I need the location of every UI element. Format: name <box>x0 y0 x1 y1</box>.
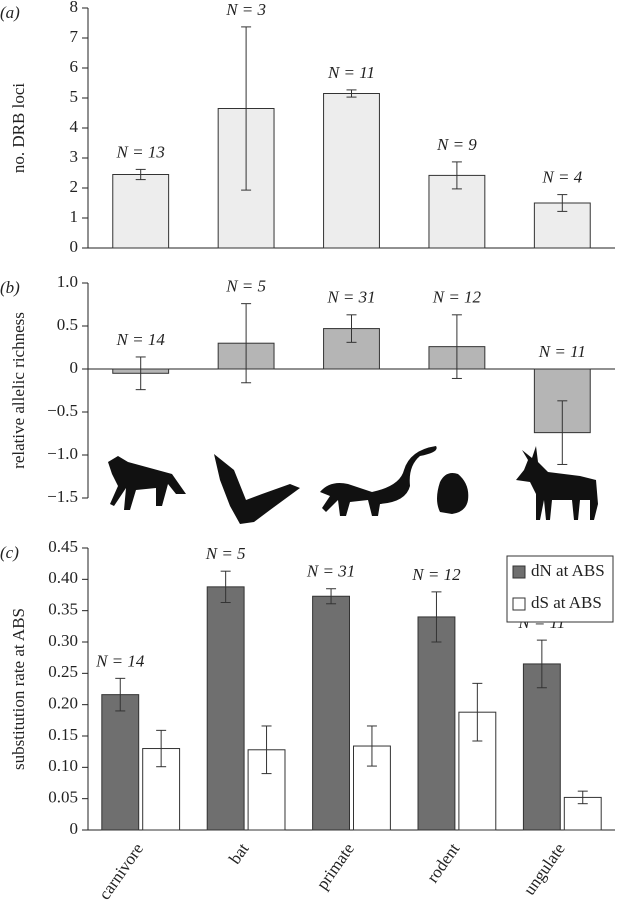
y-axis-label: relative allelic richness <box>9 312 28 469</box>
sample-size: N = 31 <box>326 288 375 307</box>
sample-size: N = 11 <box>327 63 375 82</box>
y-tick-label: 2 <box>70 177 79 196</box>
ungulate-silhouette <box>516 446 598 520</box>
y-tick-label: 0 <box>70 237 79 256</box>
primate-silhouette <box>320 446 437 516</box>
y-tick-label: 0.5 <box>57 315 78 334</box>
sample-size: N = 13 <box>116 142 165 161</box>
bar <box>101 694 140 831</box>
y-tick-label: 4 <box>70 117 79 136</box>
sample-size: N = 12 <box>432 288 482 307</box>
sample-size: N = 4 <box>541 168 582 187</box>
y-tick-label: 0.25 <box>48 662 78 681</box>
legend-label: dS at ABS <box>531 593 602 612</box>
y-tick-label: 0.10 <box>48 756 78 775</box>
bar <box>563 796 602 831</box>
y-tick-label: 0.35 <box>48 600 78 619</box>
legend-label: dN at ABS <box>531 561 605 580</box>
x-tick-label: ungulate <box>520 840 569 899</box>
legend-swatch <box>512 597 526 611</box>
y-tick-label: −1.5 <box>47 487 78 506</box>
sample-size: N = 12 <box>411 565 461 584</box>
sample-size: N = 31 <box>306 562 355 581</box>
bar <box>323 93 380 249</box>
y-tick-label: 7 <box>70 27 79 46</box>
y-tick-label: 0.30 <box>48 631 78 650</box>
sample-size: N = 5 <box>225 277 266 296</box>
bar <box>112 174 170 249</box>
bar <box>206 586 245 831</box>
legend-swatch <box>512 565 526 579</box>
y-axis-label: no. DRB loci <box>9 83 28 173</box>
bar <box>417 616 456 831</box>
y-axis-label: substitution rate at ABS <box>9 608 28 770</box>
y-tick-label: 0.45 <box>48 537 78 556</box>
carnivore-silhouette <box>108 456 186 510</box>
y-tick-label: 0.05 <box>48 788 78 807</box>
sample-size: N = 3 <box>225 0 266 19</box>
sample-size: N = 14 <box>95 651 145 670</box>
y-tick-label: 6 <box>70 57 79 76</box>
x-tick-label: carnivore <box>95 840 147 903</box>
panel-label: (a) <box>0 3 20 22</box>
x-tick-label: rodent <box>423 839 464 886</box>
panel-label: (c) <box>0 543 19 562</box>
bar <box>522 663 561 831</box>
y-tick-label: 0.40 <box>48 568 78 587</box>
y-tick-label: 0 <box>70 819 79 838</box>
y-tick-label: −1.0 <box>47 444 78 463</box>
y-tick-label: 0.20 <box>48 694 78 713</box>
bar <box>312 595 350 831</box>
sample-size: N = 5 <box>205 544 246 563</box>
y-tick-label: 1.0 <box>57 272 78 291</box>
y-tick-label: 0.15 <box>48 725 78 744</box>
sample-size: N = 9 <box>436 135 477 154</box>
animal-silhouettes <box>108 446 598 524</box>
y-tick-label: 8 <box>70 0 79 16</box>
bat-silhouette <box>214 454 300 524</box>
y-tick-label: 1 <box>70 207 79 226</box>
x-tick-label: primate <box>313 840 358 893</box>
x-tick-label: bat <box>225 839 253 867</box>
panel-label: (b) <box>0 278 20 297</box>
y-tick-label: 3 <box>70 147 79 166</box>
sample-size: N = 14 <box>116 330 166 349</box>
y-tick-label: 0 <box>70 358 79 377</box>
rodent-silhouette <box>437 473 469 514</box>
sample-size: N = 11 <box>538 342 586 361</box>
y-tick-label: 5 <box>70 87 79 106</box>
y-tick-label: −0.5 <box>47 401 78 420</box>
